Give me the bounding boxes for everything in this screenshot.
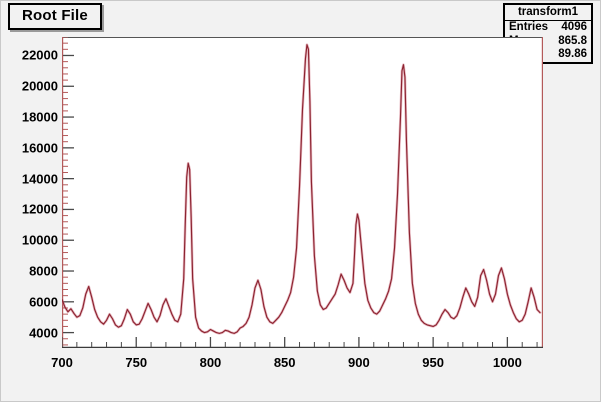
stats-title: transform1 bbox=[505, 5, 591, 21]
y-tick-label: 8000 bbox=[29, 263, 58, 279]
y-tick-label: 4000 bbox=[29, 325, 58, 341]
root-file-label: Root File bbox=[22, 7, 88, 24]
y-tick-label: 12000 bbox=[21, 201, 58, 217]
x-tick-label: 1000 bbox=[492, 355, 522, 370]
y-axis-labels: 4000 6000 8000 10000 12000 14000 16000 18000 200… bbox=[0, 0, 58, 402]
y-tick-label: 22000 bbox=[21, 47, 58, 63]
x-tick-label: 750 bbox=[125, 355, 148, 370]
stats-label-entries: Entries bbox=[509, 21, 548, 33]
histogram-plot[interactable] bbox=[62, 37, 543, 348]
y-tick-label: 18000 bbox=[21, 109, 58, 125]
histogram-svg bbox=[62, 37, 543, 348]
x-tick-label: 900 bbox=[348, 355, 370, 370]
x-tick-label: 950 bbox=[422, 355, 444, 370]
root-file-title-button[interactable]: Root File bbox=[8, 3, 102, 30]
x-tick-label: 800 bbox=[199, 355, 222, 370]
y-tick-label: 20000 bbox=[21, 78, 58, 94]
x-tick-label: 700 bbox=[51, 355, 73, 370]
x-tick-label: 850 bbox=[273, 355, 296, 370]
y-tick-label: 16000 bbox=[21, 140, 58, 156]
stats-value-entries: 4096 bbox=[561, 21, 587, 33]
stats-row-entries: Entries 4096 bbox=[505, 21, 591, 35]
y-tick-label: 14000 bbox=[21, 171, 58, 187]
stats-value-rms: 89.86 bbox=[558, 48, 587, 60]
stats-box[interactable]: transform1 Entries 4096 Mean 865.8 RMS 8… bbox=[503, 3, 593, 64]
stats-value-mean: 865.8 bbox=[558, 34, 587, 47]
y-tick-label: 6000 bbox=[29, 294, 58, 310]
y-tick-label: 10000 bbox=[21, 232, 58, 248]
